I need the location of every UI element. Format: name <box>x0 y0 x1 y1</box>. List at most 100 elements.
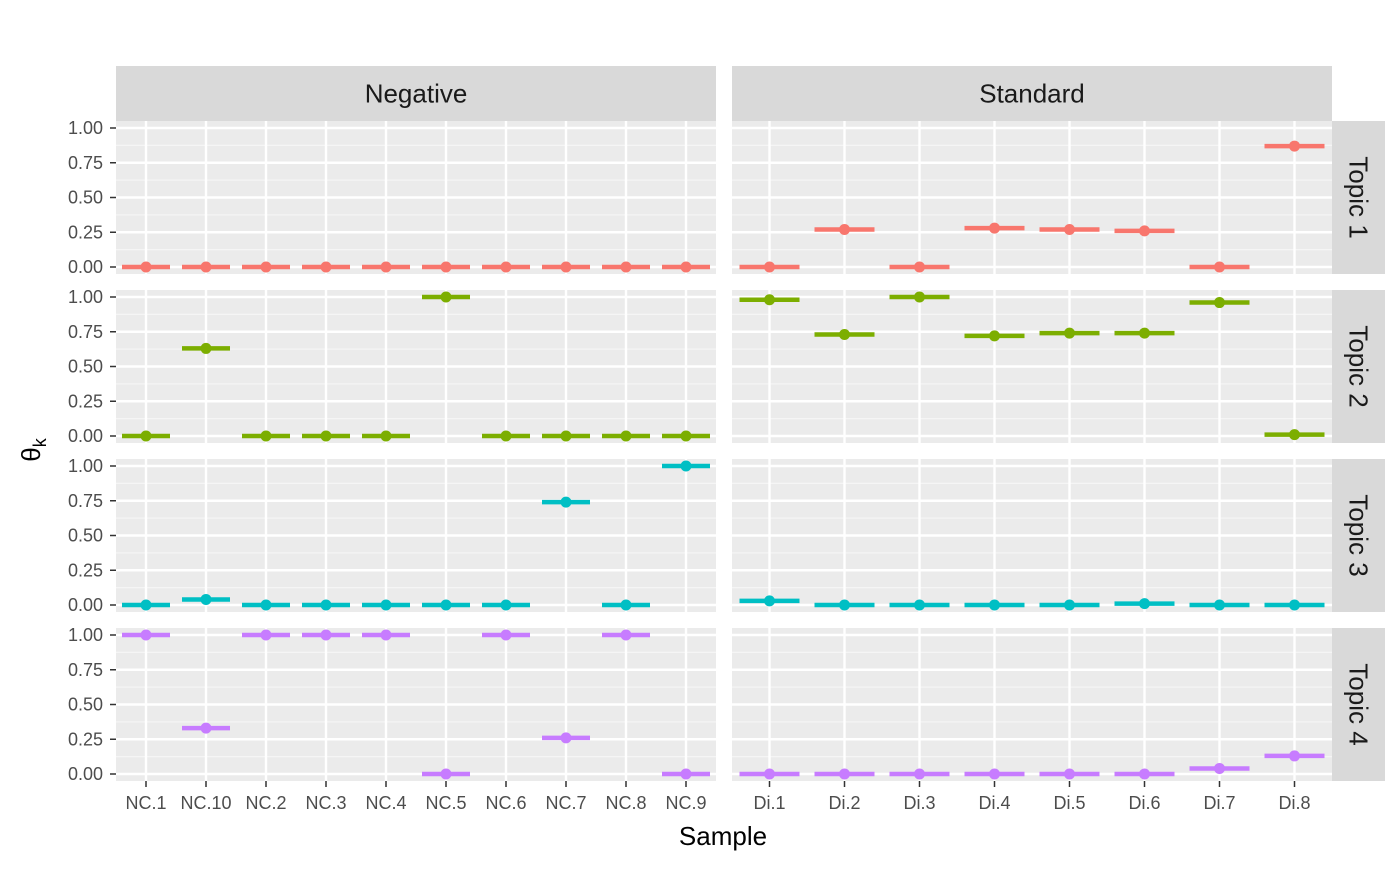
data-point-di-5 <box>1064 327 1075 339</box>
x-tick-label-di-2: Di.2 <box>828 793 860 813</box>
facet-strip-topic-4 <box>1332 628 1385 781</box>
data-point-di-2 <box>839 599 850 611</box>
x-tick-label-di-8: Di.8 <box>1278 793 1310 813</box>
facet-strip-topic-2 <box>1332 290 1385 443</box>
data-point-nc-4 <box>380 430 392 442</box>
x-tick-label-di-4: Di.4 <box>978 793 1010 813</box>
y-axis-title-subscript: k <box>30 437 50 447</box>
data-point-di-8 <box>1289 599 1300 611</box>
data-point-nc-10 <box>200 342 212 354</box>
data-point-nc-5 <box>440 261 452 273</box>
data-point-di-1 <box>764 768 775 780</box>
y-tick-label: 1.00 <box>68 625 103 645</box>
data-point-nc-1 <box>140 261 152 273</box>
facet-strip-topic-1 <box>1332 121 1385 274</box>
y-tick-label: 0.25 <box>68 391 103 411</box>
x-tick-label-nc-6: NC.6 <box>485 793 526 813</box>
data-point-di-6 <box>1139 225 1150 237</box>
data-point-nc-9 <box>680 261 692 273</box>
y-tick-label: 0.50 <box>68 695 103 715</box>
data-point-nc-9 <box>680 460 692 472</box>
panel-negative-topic-3 <box>116 459 716 612</box>
y-axis-title-main: θ <box>16 447 46 461</box>
x-tick-label-di-7: Di.7 <box>1203 793 1235 813</box>
data-point-nc-8 <box>620 430 632 442</box>
data-point-di-3 <box>914 291 925 303</box>
data-point-nc-4 <box>380 629 392 641</box>
data-point-nc-5 <box>440 599 452 611</box>
facet-strip-standard <box>732 66 1332 121</box>
facet-strip-label-topic-2: Topic 2 <box>1344 325 1374 407</box>
data-point-nc-5 <box>440 291 452 303</box>
data-point-di-8 <box>1289 750 1300 762</box>
data-point-di-2 <box>839 223 850 235</box>
x-tick-label-di-1: Di.1 <box>753 793 785 813</box>
y-tick-label: 0.00 <box>68 257 103 277</box>
data-point-di-8 <box>1289 429 1300 441</box>
data-point-di-6 <box>1139 327 1150 339</box>
facet-strip-topic-3 <box>1332 459 1385 612</box>
data-point-nc-6 <box>500 599 512 611</box>
facet-strip-label-negative: Negative <box>365 79 468 109</box>
facet-strip-label-topic-3: Topic 3 <box>1344 494 1374 576</box>
panel-standard-topic-2 <box>732 290 1332 443</box>
x-tick-label-nc-7: NC.7 <box>545 793 586 813</box>
data-point-di-1 <box>764 261 775 273</box>
x-tick-label-nc-2: NC.2 <box>245 793 286 813</box>
data-point-di-5 <box>1064 768 1075 780</box>
data-point-di-7 <box>1214 599 1225 611</box>
x-axis-title: Sample <box>679 821 767 851</box>
data-point-nc-1 <box>140 629 152 641</box>
y-tick-label: 0.50 <box>68 188 103 208</box>
data-point-nc-3 <box>320 629 332 641</box>
x-tick-label-di-3: Di.3 <box>903 793 935 813</box>
panel-negative-topic-4 <box>116 628 716 781</box>
data-point-di-5 <box>1064 599 1075 611</box>
data-point-nc-6 <box>500 430 512 442</box>
data-point-di-7 <box>1214 297 1225 309</box>
data-point-nc-2 <box>260 629 272 641</box>
data-point-nc-2 <box>260 261 272 273</box>
y-tick-label: 1.00 <box>68 118 103 138</box>
data-point-nc-1 <box>140 430 152 442</box>
x-tick-label-nc-1: NC.1 <box>125 793 166 813</box>
x-tick-label-nc-9: NC.9 <box>665 793 706 813</box>
y-tick-label: 0.75 <box>68 322 103 342</box>
data-point-nc-9 <box>680 430 692 442</box>
data-point-di-1 <box>764 595 775 607</box>
data-point-nc-4 <box>380 599 392 611</box>
data-point-nc-10 <box>200 261 212 273</box>
data-point-nc-7 <box>560 430 572 442</box>
data-point-di-7 <box>1214 261 1225 273</box>
y-tick-label: 0.25 <box>68 560 103 580</box>
facet-strip-label-standard: Standard <box>979 79 1085 109</box>
data-point-nc-3 <box>320 430 332 442</box>
data-point-nc-5 <box>440 768 452 780</box>
data-point-di-2 <box>839 329 850 341</box>
y-tick-label: 0.75 <box>68 491 103 511</box>
data-point-di-3 <box>914 261 925 273</box>
x-tick-label-nc-3: NC.3 <box>305 793 346 813</box>
data-point-di-4 <box>989 330 1000 342</box>
data-point-nc-1 <box>140 599 152 611</box>
data-point-di-6 <box>1139 768 1150 780</box>
data-point-di-7 <box>1214 762 1225 774</box>
facet-strip-label-topic-1: Topic 1 <box>1344 156 1374 238</box>
data-point-nc-2 <box>260 599 272 611</box>
data-point-di-3 <box>914 599 925 611</box>
x-tick-label-nc-4: NC.4 <box>365 793 406 813</box>
y-tick-label: 0.00 <box>68 426 103 446</box>
x-tick-label-nc-5: NC.5 <box>425 793 466 813</box>
data-point-nc-3 <box>320 261 332 273</box>
data-point-di-1 <box>764 294 775 306</box>
data-point-nc-8 <box>620 599 632 611</box>
data-point-nc-9 <box>680 768 692 780</box>
y-tick-label: 0.25 <box>68 729 103 749</box>
x-tick-label-di-6: Di.6 <box>1128 793 1160 813</box>
x-tick-label-nc-8: NC.8 <box>605 793 646 813</box>
data-point-di-8 <box>1289 140 1300 152</box>
panel-standard-topic-1 <box>732 121 1332 274</box>
data-point-di-4 <box>989 768 1000 780</box>
